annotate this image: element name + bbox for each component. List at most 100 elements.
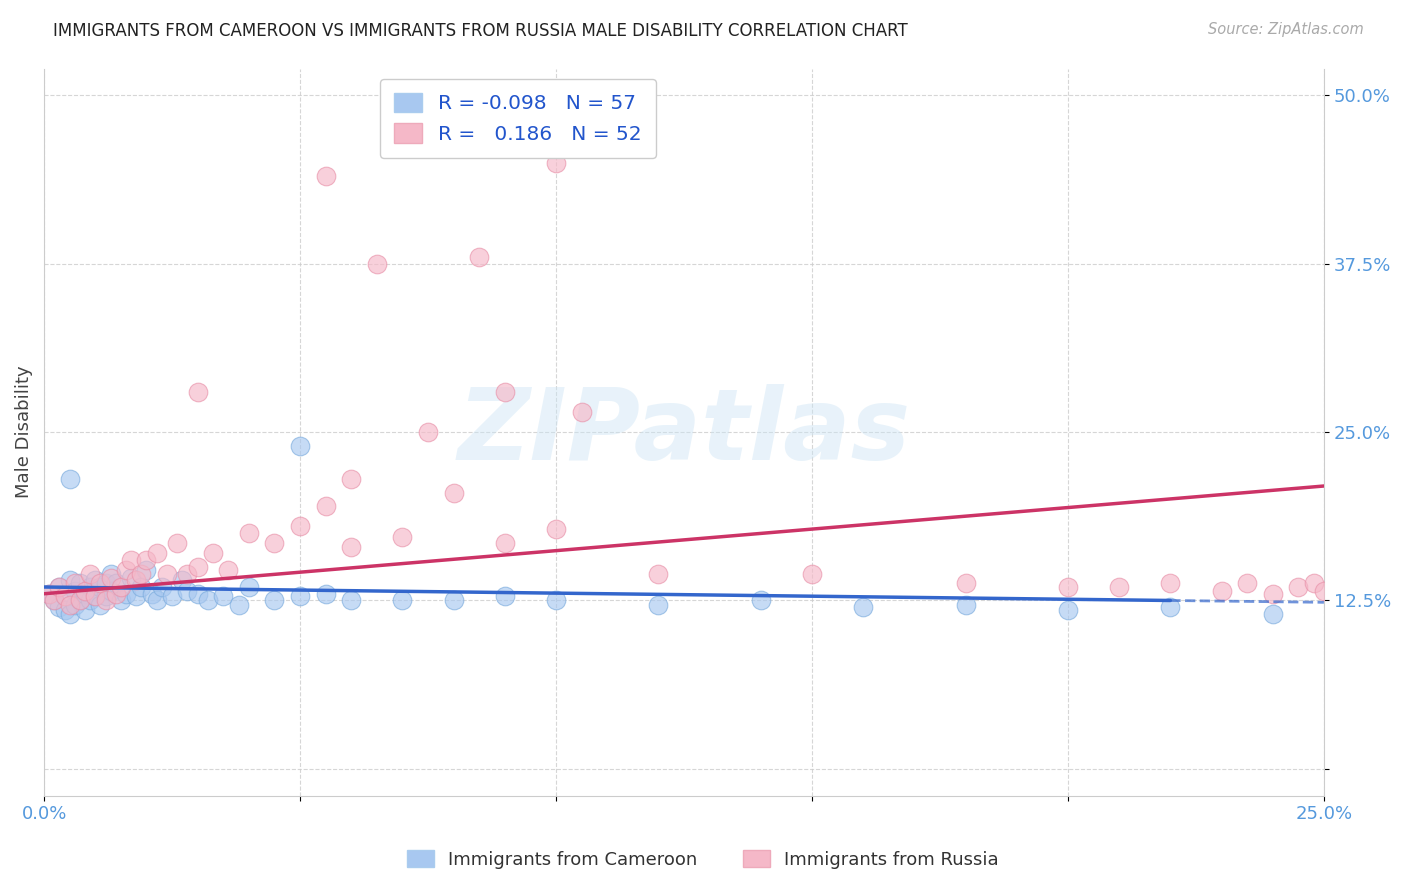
Point [1313,584,1336,599]
Point [647,566,669,581]
Point [145,546,167,560]
Point [288,439,311,453]
Point [69,576,91,591]
Point [145,593,167,607]
Point [94,593,117,607]
Point [44,593,66,607]
Point [571,405,593,419]
Point [100,571,122,585]
Point [238,580,260,594]
Point [1159,576,1181,591]
Point [38,587,60,601]
Point [84,574,107,588]
Point [38,587,60,601]
Point [120,553,142,567]
Point [1057,603,1080,617]
Point [135,553,157,567]
Point [89,580,111,594]
Point [187,559,209,574]
Point [315,499,337,513]
Point [801,566,824,581]
Point [443,485,465,500]
Point [125,590,148,604]
Point [749,593,772,607]
Point [1108,580,1130,594]
Point [202,546,225,560]
Point [955,598,977,612]
Point [340,540,363,554]
Point [1057,580,1080,594]
Point [53,590,76,604]
Point [131,580,153,594]
Point [391,593,413,607]
Point [544,593,567,607]
Point [1261,607,1284,621]
Point [48,600,70,615]
Point [288,519,311,533]
Legend: Immigrants from Cameroon, Immigrants from Russia: Immigrants from Cameroon, Immigrants fro… [399,843,1007,876]
Point [852,600,875,615]
Point [75,587,97,601]
Point [166,535,188,549]
Point [1302,576,1324,591]
Point [100,566,122,581]
Point [100,584,122,599]
Point [120,571,142,585]
Point [150,580,173,594]
Point [1159,600,1181,615]
Point [263,593,285,607]
Point [84,590,107,604]
Point [228,598,250,612]
Text: IMMIGRANTS FROM CAMEROON VS IMMIGRANTS FROM RUSSIA MALE DISABILITY CORRELATION C: IMMIGRANTS FROM CAMEROON VS IMMIGRANTS F… [53,22,908,40]
Point [315,587,337,601]
Point [110,580,132,594]
Point [160,590,183,604]
Point [44,593,66,607]
Point [197,593,219,607]
Y-axis label: Male Disability: Male Disability [15,366,32,499]
Text: ZIPatlas: ZIPatlas [457,384,911,481]
Point [1236,576,1258,591]
Point [1286,580,1309,594]
Point [48,580,70,594]
Point [75,603,97,617]
Point [176,566,198,581]
Point [544,522,567,536]
Point [59,607,82,621]
Legend: R = -0.098   N = 57, R =   0.186   N = 52: R = -0.098 N = 57, R = 0.186 N = 52 [380,78,655,158]
Text: Source: ZipAtlas.com: Source: ZipAtlas.com [1208,22,1364,37]
Point [391,530,413,544]
Point [115,562,138,576]
Point [156,566,179,581]
Point [69,593,91,607]
Point [59,574,82,588]
Point [53,603,76,617]
Point [89,576,111,591]
Point [53,590,76,604]
Point [340,593,363,607]
Point [94,576,117,591]
Point [217,562,239,576]
Point [79,580,101,594]
Point [544,156,567,170]
Point [468,250,491,264]
Point [48,580,70,594]
Point [494,384,516,399]
Point [263,535,285,549]
Point [1211,584,1233,599]
Point [84,590,107,604]
Point [63,576,86,591]
Point [110,593,132,607]
Point [79,593,101,607]
Point [187,587,209,601]
Point [79,566,101,581]
Point [238,526,260,541]
Point [212,590,235,604]
Point [69,593,91,607]
Point [59,472,82,486]
Point [176,584,198,599]
Point [315,169,337,184]
Point [141,587,163,601]
Point [75,584,97,599]
Point [104,576,127,591]
